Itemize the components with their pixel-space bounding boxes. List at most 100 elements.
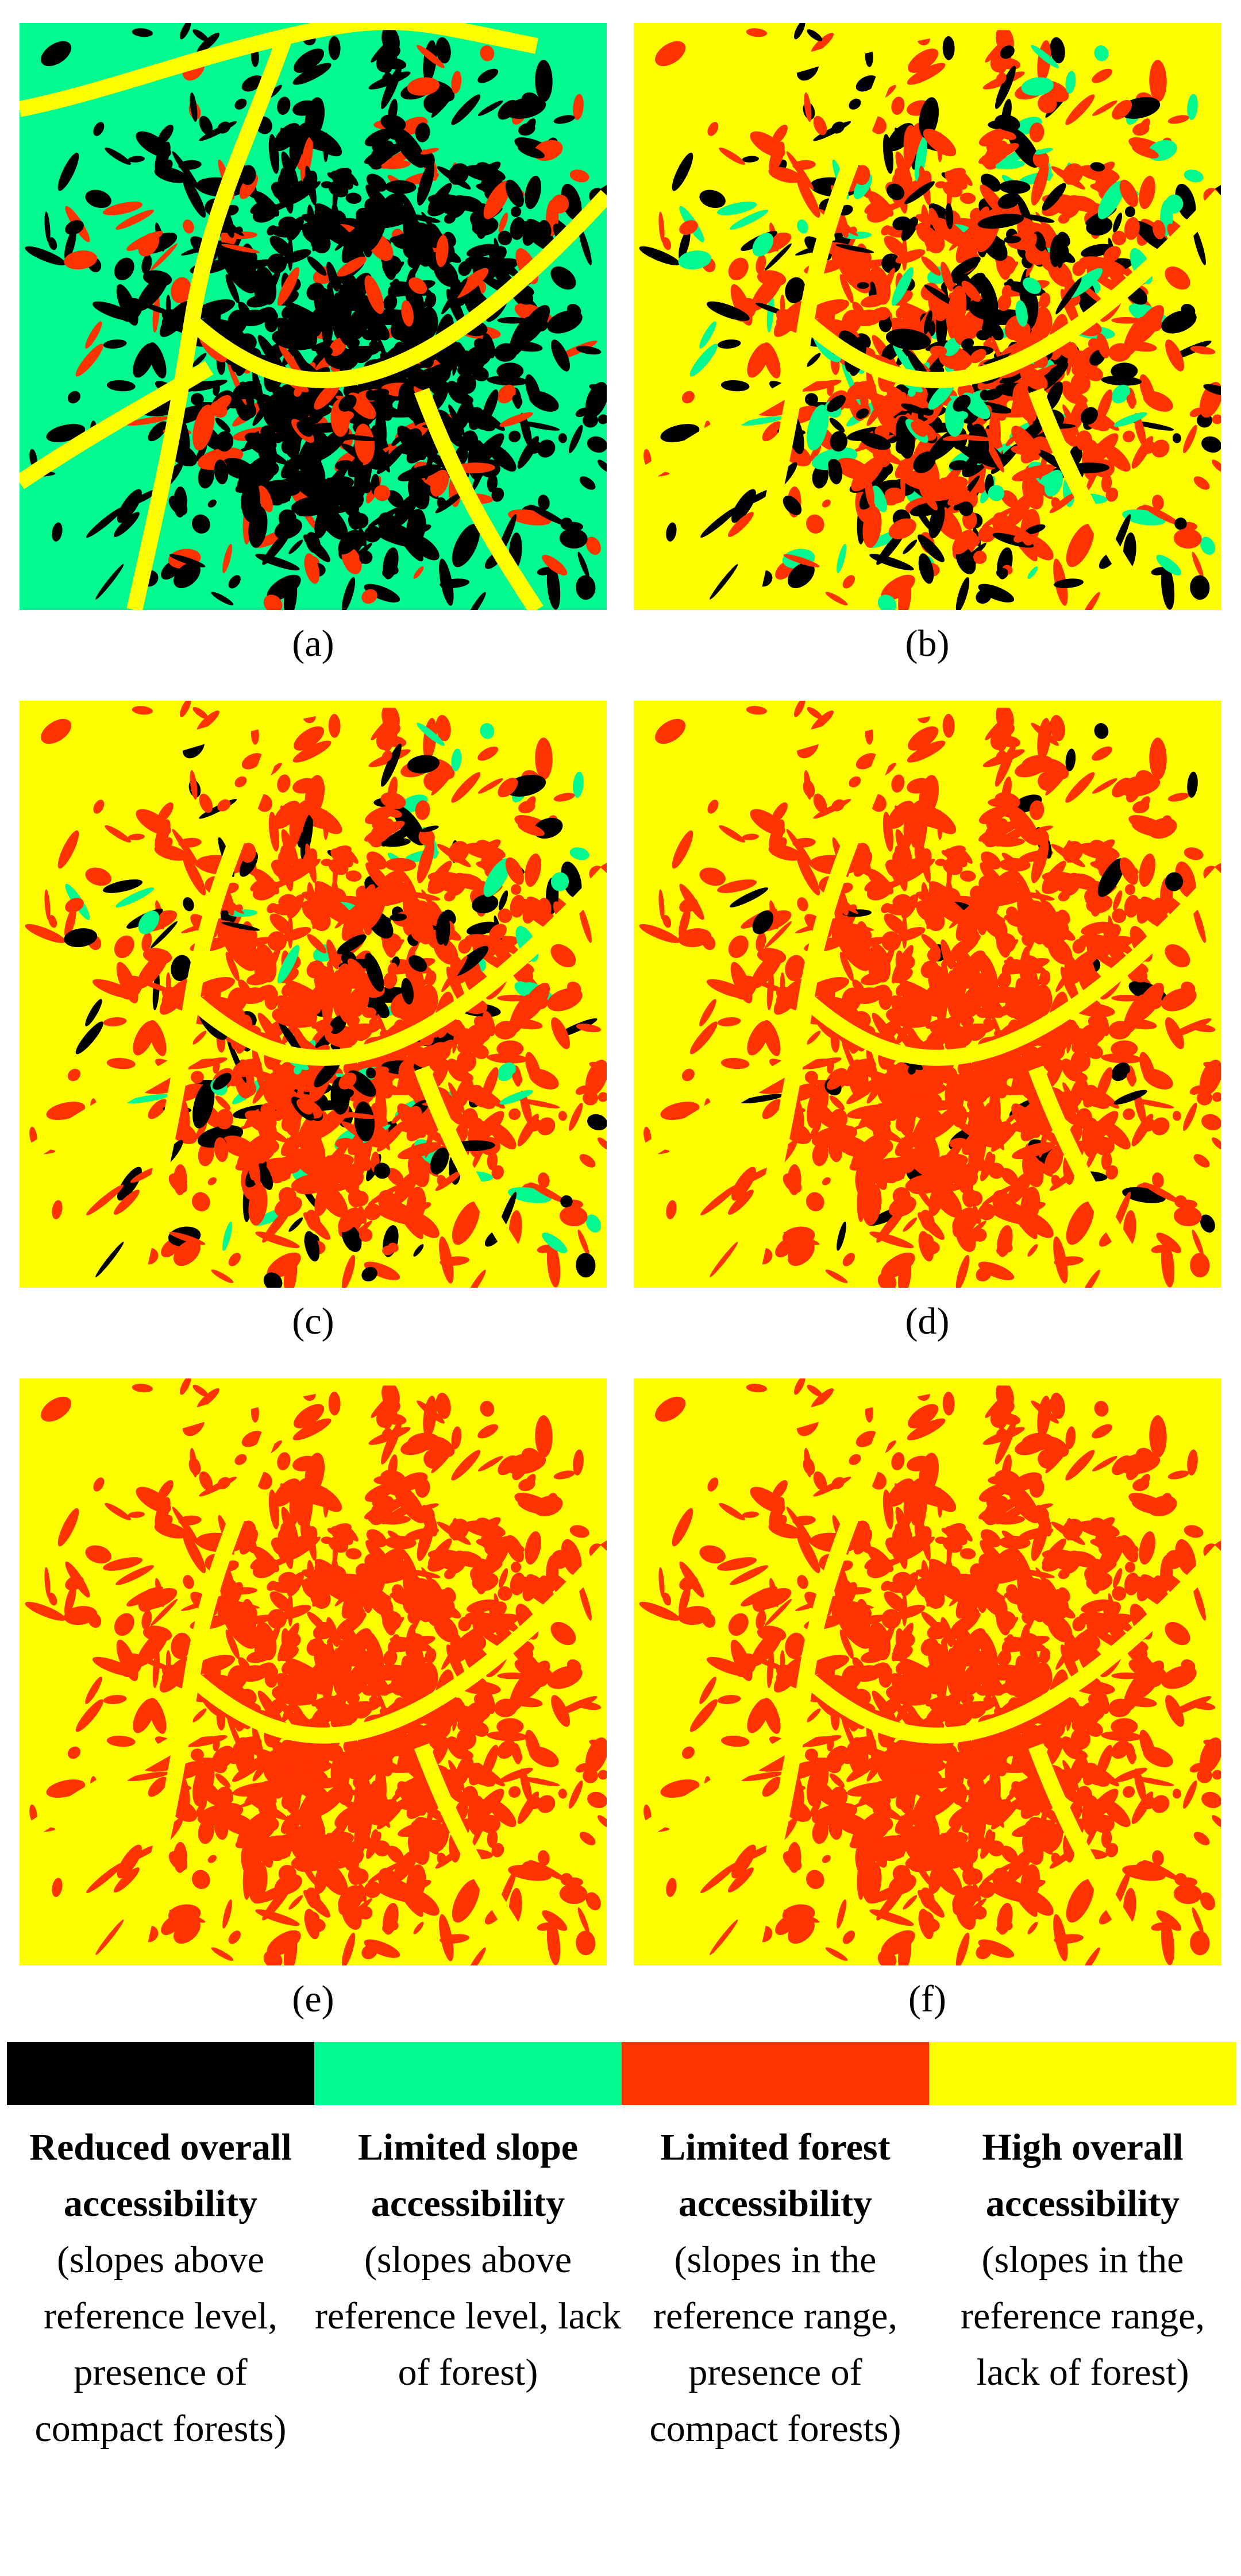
map-patch [245,1788,277,1806]
map-patch [476,1517,491,1527]
map-patch [364,584,400,603]
map-patch [345,1791,378,1797]
map-patch [519,421,560,431]
map-patch [487,1829,498,1848]
map-patch [881,903,891,913]
map-patch [1175,1539,1196,1576]
map-patch [1143,314,1162,332]
map-patch [999,858,1031,872]
map-patch [396,445,427,456]
map-patch [44,1567,51,1598]
map-patch [560,1873,573,1886]
map-patch [519,1768,532,1802]
map-patch [551,1695,570,1727]
map-valley [414,1743,544,1965]
map-patch [1096,1101,1109,1109]
map-patch [517,436,539,469]
map-patch [246,294,273,308]
map-patch [452,1700,460,1732]
map-patch [830,1109,848,1130]
map-patch [237,1811,271,1847]
map-patch [105,1503,131,1520]
map-patch [980,389,991,401]
map-patch [914,814,927,860]
map-patch [1096,1011,1109,1037]
map-patch [995,160,1025,169]
map-patch [67,1068,80,1082]
map-patch [1201,436,1221,453]
map-patch [237,1133,271,1169]
map-patch [195,444,207,462]
map-patch [1189,1085,1203,1095]
map-patch [666,1200,677,1219]
map-patch [307,934,327,953]
map-patch [1029,122,1045,142]
map-patch [138,910,160,934]
map-patch [67,391,80,404]
map-patch [75,1021,103,1055]
map-patch [976,1007,991,1018]
map-patch [221,921,260,931]
map-patch [41,719,72,744]
panel-label: (e) [292,1978,334,2020]
map-patch [553,793,575,802]
map-patch [1097,180,1125,219]
map-patch [706,301,750,321]
map-patch [1133,1099,1174,1109]
map-patch [1031,162,1049,206]
map-patch [1189,407,1203,418]
map-patch [1069,1078,1086,1108]
map-patch [301,899,317,910]
map-patch [105,825,131,843]
map-patch [740,416,784,426]
map-patch [811,710,834,731]
map-patch [550,266,576,290]
map-patch [762,421,782,442]
map-patch [215,1095,231,1110]
map-patch [783,1231,820,1245]
map-patch [136,1628,169,1667]
map-patch [387,963,398,976]
map-patch [720,1057,750,1069]
map-patch [381,72,392,85]
map-patch [128,833,145,840]
map-patch [382,1245,394,1256]
map-patch [885,329,931,350]
map-patch [310,1640,343,1663]
map-patch [1187,94,1198,120]
map-patch [207,499,217,508]
map-patch [214,459,229,485]
map-patch [857,282,869,289]
map-patch [497,1672,528,1679]
map-patch [441,955,468,992]
map-patch [529,314,548,332]
map-patch [217,799,231,812]
map-patch [518,822,545,836]
map-patch [338,395,357,412]
map-patch [1131,436,1154,469]
map-patch [277,774,291,793]
map-patch [192,404,215,451]
map-patch [1175,861,1196,898]
map-patch [951,1089,968,1100]
map-patch [525,1531,541,1565]
map-patch [373,1840,391,1857]
map-patch [1044,1147,1063,1175]
map-patch [700,507,738,538]
map-patch [1133,1776,1174,1786]
map-patch [1143,1670,1162,1687]
map-patch [992,532,1034,548]
map-patch [483,858,511,897]
map-patch [128,1511,145,1518]
map-patch [576,1930,596,1956]
map-patch [487,1731,528,1741]
map-patch [480,723,495,739]
map-patch [560,517,573,530]
map-patch [307,1612,327,1631]
map-patch [553,1470,575,1480]
map-patch [579,227,592,265]
map-patch [796,176,820,218]
map-patch [978,275,999,314]
map-patch [947,1167,970,1184]
map-patch [837,1221,846,1251]
